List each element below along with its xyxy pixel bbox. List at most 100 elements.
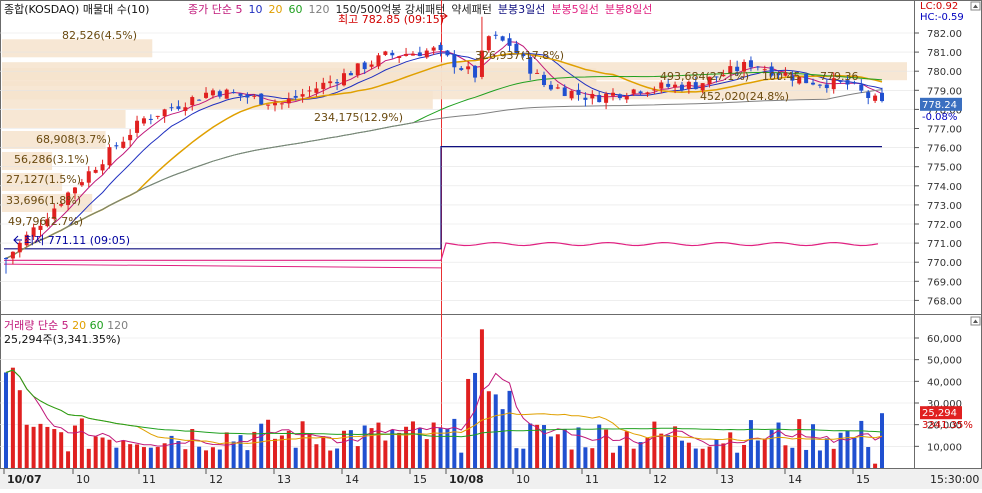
candle-body [424,50,429,58]
candle-body [348,73,353,76]
volume-bar [107,439,112,468]
ma20-line [5,52,883,260]
volume-bar [859,420,864,468]
volume-profile-band [2,39,153,58]
volume-bar [79,418,84,468]
candle-body [341,73,346,86]
volume-bar [328,450,333,468]
volume-bar [445,428,450,468]
volume-bar [707,446,712,468]
volume-profile-label: 452,020(24.8%) [700,90,789,103]
legend-item[interactable]: 분봉8일선 [604,3,653,16]
volume-bar [542,425,547,468]
volume-profile-band [2,130,106,149]
candle-body [748,60,753,68]
volume-bar [176,441,181,468]
volume-legend-item[interactable]: 60 [86,319,104,332]
price-tick-label: 772.00 [927,220,962,231]
volume-bar [528,423,533,468]
ma120-line [5,89,883,259]
candle-body [776,73,781,76]
candle-body [217,91,222,97]
volume-bar [410,421,415,468]
volume-profile-label: 779.36 [820,70,859,83]
legend-item[interactable]: 분봉3일선 [497,3,546,16]
candle-body [831,78,836,90]
legend-item[interactable]: 10 [248,3,263,16]
volume-legend-item[interactable]: 20 [68,319,87,332]
candle-body [555,87,560,89]
volume-bar [824,438,829,468]
time-label: 15:30:00 [930,473,979,486]
candle-body [238,93,243,96]
volume-profile-label: 27,127(1.5%) [6,173,81,186]
candle-body [631,89,636,94]
volume-bar [845,430,850,468]
candle-body [507,38,512,46]
candle-body [500,36,505,41]
volume-legend-item[interactable]: 120 [103,319,129,332]
candle-body [597,95,602,103]
legend-item[interactable]: 60 [288,3,303,16]
candle-body [38,225,43,230]
candle-body [693,82,698,90]
volume-bar [293,447,298,468]
candle-body [293,95,298,98]
volume-bar [190,429,195,468]
volume-bar [838,432,843,468]
legend-item[interactable]: 분봉5일선 [551,3,599,16]
volume-bar [693,448,698,468]
volume-bar [59,432,64,468]
low-label: 최저 771.11 (09:05) [24,234,130,247]
price-tick-label: 776.00 [927,144,962,155]
candle-body [880,92,884,102]
lc-label: LC:0.92 [920,1,959,12]
candles [4,16,884,274]
candle-body [59,204,64,206]
candle-body [114,145,119,147]
legend-item[interactable]: 120 [308,3,330,16]
time-tick-label: 14 [788,473,802,486]
day3-line [4,146,882,250]
candle-body [148,118,153,120]
legend-item[interactable]: 약세패턴 [451,3,492,16]
volume-tick-label: 60,000 [927,334,962,345]
candle-body [742,61,747,72]
volume-bar [245,450,250,468]
volume-bar [666,434,671,468]
volume-bar [700,448,705,468]
volume-bar [273,438,278,468]
time-axis-bg [0,469,982,489]
candle-body [190,97,195,106]
legend-item[interactable]: 종가 단순 5 [188,3,243,16]
time-tick-label: 11 [585,473,599,486]
volume-bar [17,390,22,468]
volume-legend-item[interactable]: 단순 5 [37,319,69,332]
chart-title[interactable]: 종합(KOSDAQ) 매물대 수(10) [4,3,150,16]
candle-body [224,89,229,99]
volume-bar [735,452,740,468]
candle-body [673,84,678,88]
legend-item[interactable]: 20 [268,3,283,16]
volume-bar [514,448,519,468]
candle-body [183,107,188,111]
volume-bar [417,427,422,468]
volume-bar [790,447,795,468]
price-tick-label: 773.00 [927,201,962,212]
legend-item[interactable]: 150/500억봉 강세패턴 [335,3,446,16]
volume-bar [479,329,484,468]
candle-body [638,91,643,94]
volume-bar [66,451,71,468]
candle-body [824,84,829,89]
volume-profile-label: 49,796(2.7%) [8,215,83,228]
price-tick-label: 778.00 [927,105,962,116]
volume-bar [4,372,8,468]
volume-bar [100,437,105,468]
volume-tick-label: 10,000 [927,442,962,453]
moving-average-lines [3,41,883,269]
volume-bar [521,448,526,468]
candle-body [659,82,664,89]
volume-bar [314,444,319,468]
volume-bar [141,447,146,468]
